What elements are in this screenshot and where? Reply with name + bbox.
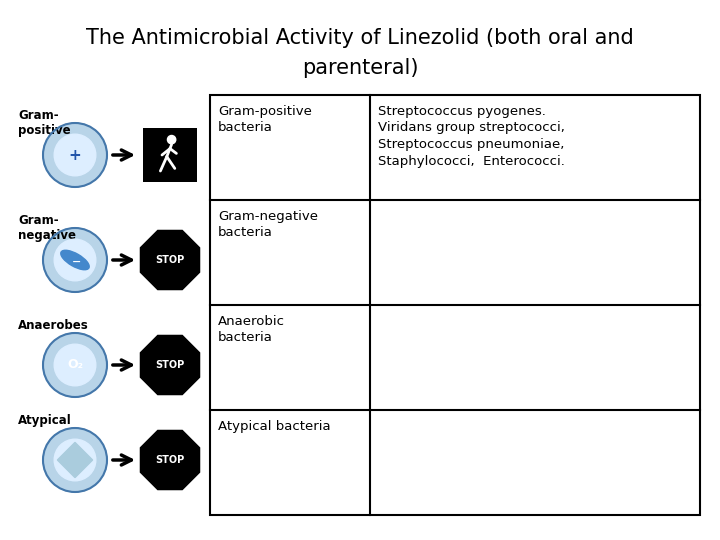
Text: +: + bbox=[68, 147, 81, 163]
Bar bbox=[143, 128, 197, 182]
Text: Anaerobic
bacteria: Anaerobic bacteria bbox=[218, 315, 285, 344]
Text: STOP: STOP bbox=[156, 255, 184, 265]
Polygon shape bbox=[140, 231, 199, 289]
Polygon shape bbox=[140, 430, 199, 490]
Circle shape bbox=[54, 439, 96, 481]
Circle shape bbox=[43, 333, 107, 397]
Ellipse shape bbox=[60, 250, 89, 270]
Text: Gram-
negative: Gram- negative bbox=[18, 214, 76, 242]
Circle shape bbox=[54, 239, 96, 281]
Text: STOP: STOP bbox=[156, 360, 184, 370]
Text: parenteral): parenteral) bbox=[302, 58, 418, 78]
Circle shape bbox=[54, 344, 96, 386]
Text: O₂: O₂ bbox=[67, 359, 83, 372]
Bar bbox=[210, 95, 700, 515]
Polygon shape bbox=[58, 442, 93, 477]
Circle shape bbox=[43, 123, 107, 187]
Text: Gram-positive
bacteria: Gram-positive bacteria bbox=[218, 105, 312, 134]
Text: Atypical: Atypical bbox=[18, 414, 72, 427]
Text: Gram-
positive: Gram- positive bbox=[18, 109, 71, 137]
Text: The Antimicrobial Activity of Linezolid (both oral and: The Antimicrobial Activity of Linezolid … bbox=[86, 28, 634, 48]
Circle shape bbox=[43, 228, 107, 292]
Text: Gram-negative
bacteria: Gram-negative bacteria bbox=[218, 210, 318, 239]
Text: Anaerobes: Anaerobes bbox=[18, 319, 89, 332]
Text: Streptococcus pyogenes.
Viridans group streptococci,
Streptococcus pneumoniae,
S: Streptococcus pyogenes. Viridans group s… bbox=[378, 105, 565, 167]
Text: STOP: STOP bbox=[156, 455, 184, 465]
Circle shape bbox=[168, 136, 176, 144]
Circle shape bbox=[54, 134, 96, 176]
Text: Atypical bacteria: Atypical bacteria bbox=[218, 420, 330, 433]
Circle shape bbox=[43, 428, 107, 492]
Text: −: − bbox=[72, 257, 81, 267]
Polygon shape bbox=[140, 335, 199, 395]
